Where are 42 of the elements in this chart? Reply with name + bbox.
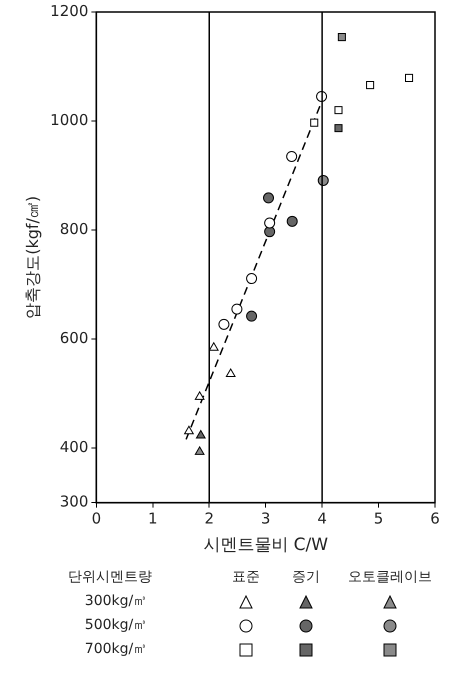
point	[194, 391, 204, 400]
x-tick-label: 3	[260, 509, 270, 528]
y-tick-label: 1200	[50, 2, 88, 20]
x-tick-label: 2	[204, 509, 214, 528]
y-tick-label: 600	[60, 328, 88, 347]
point	[246, 310, 258, 322]
point	[246, 273, 258, 284]
point	[231, 304, 242, 315]
point	[218, 318, 230, 330]
point	[310, 118, 318, 127]
text: 300kg/㎥	[84, 592, 148, 610]
text: 700kg/㎥	[84, 640, 148, 658]
text: 증기	[292, 568, 320, 586]
point	[263, 192, 274, 204]
point	[264, 217, 276, 228]
text: 오토클레이브	[348, 568, 432, 586]
point	[338, 33, 346, 42]
x-tick-label: 0	[92, 509, 102, 528]
point	[405, 74, 414, 82]
y-tick-label: 300	[60, 492, 88, 510]
y-tick-label: 800	[60, 220, 88, 238]
text: 표준	[232, 568, 260, 586]
point	[194, 446, 204, 455]
text: 단위시멘트량	[68, 568, 152, 586]
point	[286, 150, 298, 162]
y-axis-title: 압축강도(kgf/㎠)	[22, 196, 42, 319]
point	[184, 426, 194, 434]
point	[226, 368, 236, 377]
x-tick-label: 4	[317, 509, 327, 528]
point	[334, 106, 343, 114]
x-axis-title: 시멘트물비 C/W	[203, 535, 328, 556]
x-tick-label: 6	[430, 509, 440, 528]
y-tick-label: 1000	[50, 110, 88, 129]
y-tick-label: 400	[60, 438, 88, 456]
point	[196, 430, 206, 439]
point	[334, 124, 343, 132]
point	[208, 342, 219, 351]
point	[366, 81, 374, 90]
x-tick-label: 5	[374, 509, 384, 528]
text: 500kg/㎥	[84, 616, 148, 634]
x-tick-label: 1	[148, 509, 158, 528]
point	[286, 216, 298, 227]
